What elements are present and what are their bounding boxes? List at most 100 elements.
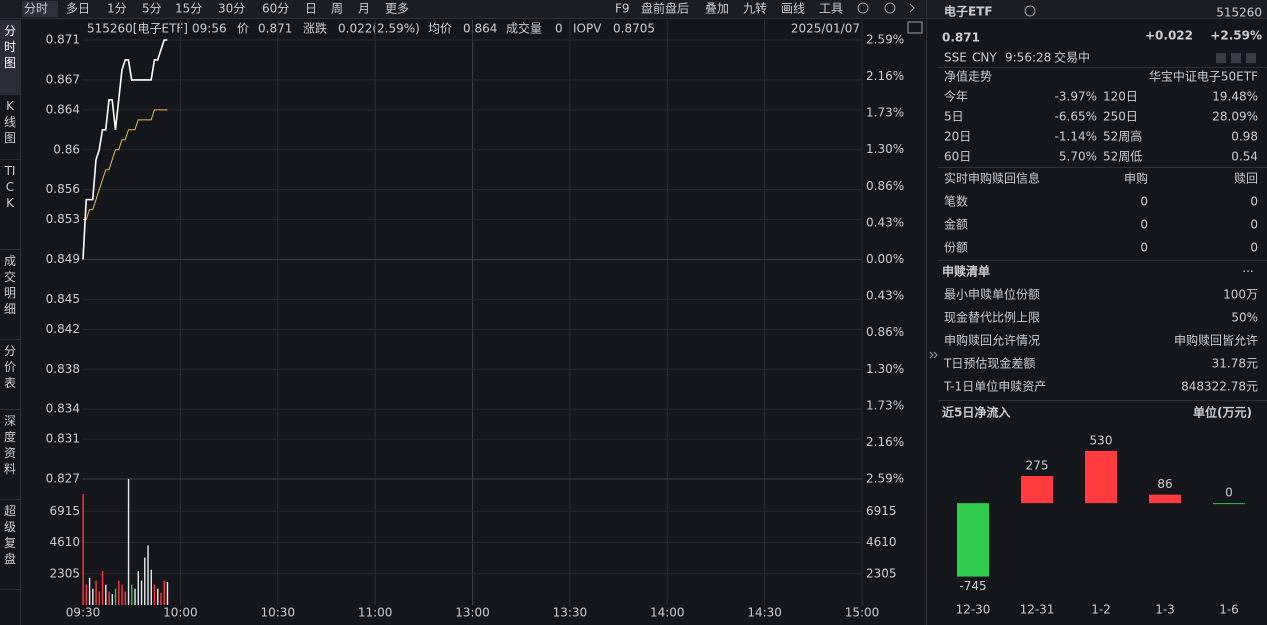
sidebar-tab[interactable]: 成交明细 xyxy=(0,250,20,340)
row-value: 31.78元 xyxy=(1212,357,1258,371)
sidebar-tab[interactable]: 深度资料 xyxy=(0,410,20,500)
column-header: 申购 xyxy=(1124,171,1148,186)
icon[interactable] xyxy=(1231,53,1241,63)
index-name: 华宝中证电子50ETF xyxy=(1149,69,1258,84)
volume-bar xyxy=(92,588,94,605)
x-tick-label: 14:30 xyxy=(747,606,782,620)
volume-bar xyxy=(88,577,91,605)
toolbar-button[interactable]: 叠加 xyxy=(705,2,729,16)
y2-tick-label: 0.86% xyxy=(866,325,904,339)
header-price: 0.871 xyxy=(258,22,292,36)
toolbar-button[interactable]: 画线 xyxy=(781,2,805,16)
toolbar-tab[interactable]: 30分 xyxy=(218,2,245,16)
panel-icons xyxy=(1024,5,1256,63)
volume-bar xyxy=(85,584,88,605)
volume-bar xyxy=(157,588,159,605)
y-tick-label: 0.831 xyxy=(46,432,80,446)
header-time: 09:56 xyxy=(192,22,227,36)
section-title: 实时申购赎回信息 xyxy=(944,171,1040,186)
y-tick-label: 0.871 xyxy=(46,33,80,47)
row-value: 0 xyxy=(1250,241,1258,255)
toolbar-tab[interactable]: 5分 xyxy=(142,2,162,16)
x-tick-label: 1-2 xyxy=(1091,603,1111,617)
y2-tick-label: 2.59% xyxy=(866,472,904,486)
help-icon[interactable] xyxy=(884,2,896,14)
sidebar-tab[interactable]: 分时图 xyxy=(0,20,20,95)
flow-value-label: 86 xyxy=(1157,477,1172,491)
volume-bar xyxy=(121,584,123,605)
y-tick-label: 0.845 xyxy=(46,292,80,306)
toolbar-tab[interactable]: 更多 xyxy=(385,2,409,16)
collapse-arrow[interactable] xyxy=(929,351,938,359)
toolbar-tab[interactable]: 15分 xyxy=(175,2,202,16)
price-change-pct: +2.59% xyxy=(1210,29,1262,43)
return-label: 120日 xyxy=(1103,90,1138,104)
average-line xyxy=(83,109,168,221)
return-value: 0.54 xyxy=(1231,150,1258,164)
volume-bar xyxy=(140,580,143,605)
y2-tick-label: 1.73% xyxy=(866,105,904,119)
x-tick-label: 1-6 xyxy=(1219,603,1239,617)
volume-bar xyxy=(124,591,126,605)
expand-icon[interactable] xyxy=(909,3,915,13)
quote-status: 交易中 xyxy=(1054,50,1090,65)
y2-tick-label: 0.43% xyxy=(866,288,904,302)
y2-tick-label: 6915 xyxy=(866,504,897,518)
toolbar-tab[interactable]: 周 xyxy=(331,2,343,16)
return-value: -3.97% xyxy=(1055,90,1097,104)
y-tick-label: 0.849 xyxy=(46,252,80,266)
toolbar-button[interactable]: F9 xyxy=(615,2,630,16)
flow-value-label: 275 xyxy=(1026,459,1049,473)
y2-tick-label: 0.86% xyxy=(866,179,904,193)
y-tick-label: 0.864 xyxy=(46,102,80,116)
more-button[interactable]: ··· xyxy=(1242,265,1253,279)
toolbar-tab[interactable]: 分时 xyxy=(24,2,48,16)
row-label: T-1日单位申赎资产 xyxy=(943,379,1046,394)
toolbar-tab[interactable]: 日 xyxy=(305,2,317,16)
price-change: +0.022 xyxy=(1145,29,1193,43)
icon[interactable] xyxy=(1246,53,1256,63)
y-tick-label: 0.842 xyxy=(46,322,80,336)
info-icon[interactable] xyxy=(1024,5,1036,17)
volume-bar xyxy=(160,592,162,605)
row-value: 申购赎回皆允许 xyxy=(1174,333,1258,348)
return-label: 今年 xyxy=(944,89,968,104)
row-value: 0 xyxy=(1250,218,1258,232)
toolbar-tab[interactable]: 60分 xyxy=(262,2,289,16)
volume-bar xyxy=(95,580,97,605)
volume-bar xyxy=(118,580,120,605)
volume-bar xyxy=(150,569,152,605)
icon[interactable] xyxy=(1216,53,1226,63)
row-value: 0 xyxy=(1140,195,1148,209)
header-iopv-label: IOPV xyxy=(573,22,602,36)
y2-tick-label: 2.59% xyxy=(866,33,904,47)
y-tick-label: 0.86 xyxy=(53,142,80,156)
volume-bar xyxy=(166,581,169,605)
toolbar-button[interactable]: 工具 xyxy=(819,2,843,16)
sidebar-tab[interactable]: TICK xyxy=(0,160,20,250)
row-label: 笔数 xyxy=(944,194,968,209)
price-line xyxy=(82,39,168,260)
toolbar-button[interactable]: 盘前盘后 xyxy=(641,1,689,16)
row-label: T日预估现金差额 xyxy=(943,356,1035,371)
toolbar-button[interactable]: 九转 xyxy=(743,1,767,16)
y-tick-label: 6915 xyxy=(49,504,80,518)
toolbar-tab[interactable]: 月 xyxy=(358,2,370,16)
return-label: 20日 xyxy=(944,130,971,144)
sidebar-tab[interactable]: 超级复盘 xyxy=(0,500,20,590)
settings-icon[interactable] xyxy=(857,2,869,14)
sidebar-tab[interactable]: K线图 xyxy=(0,95,20,160)
header-iopv: 0.8705 xyxy=(613,22,655,36)
header-change: 0.022(2.59%) xyxy=(338,22,420,36)
flow-value-label: -745 xyxy=(959,579,986,593)
security-name: 电子ETF xyxy=(944,4,993,19)
sidebar-tab[interactable]: 分价表 xyxy=(0,340,20,410)
active-tab-bg xyxy=(22,1,58,17)
header-change-label: 涨跌 xyxy=(303,21,327,36)
wp-icon[interactable] xyxy=(907,21,923,34)
x-tick-label: 10:30 xyxy=(260,606,295,620)
return-value: 5.70% xyxy=(1059,150,1097,164)
toolbar-tab[interactable]: 1分 xyxy=(107,2,127,16)
toolbar-tab[interactable]: 多日 xyxy=(66,2,90,16)
